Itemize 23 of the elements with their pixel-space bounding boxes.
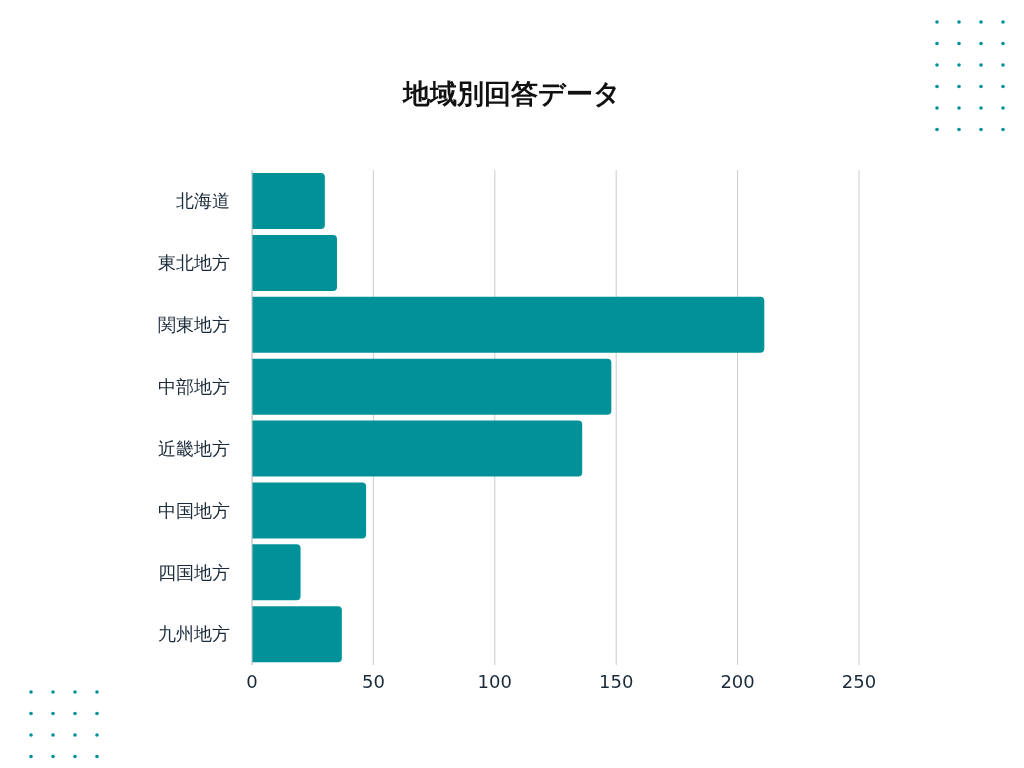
bar	[252, 173, 325, 229]
y-tick-label: 北海道	[176, 190, 230, 212]
bar	[252, 482, 367, 539]
bar	[252, 544, 301, 601]
bar	[252, 234, 337, 291]
x-tick-label: 50	[361, 670, 385, 692]
y-tick-label: 中部地方	[158, 375, 230, 397]
y-tick-label: 中国地方	[158, 499, 230, 521]
x-tick-label: 0	[246, 670, 258, 692]
y-tick-label: 東北地方	[158, 252, 230, 274]
x-tick-label: 200	[720, 670, 755, 692]
bar	[252, 358, 612, 415]
chart-title: 地域別回答データ	[401, 77, 622, 111]
y-tick-label: 関東地方	[158, 314, 230, 336]
bar	[252, 606, 342, 663]
x-tick-label: 250	[841, 670, 877, 692]
y-tick-label: 九州地方	[158, 623, 230, 645]
y-tick-label: 四国地方	[158, 561, 230, 583]
y-tick-label: 近畿地方	[158, 437, 230, 459]
x-tick-label: 150	[599, 670, 634, 692]
bar	[252, 296, 765, 353]
x-tick-label: 100	[477, 670, 512, 692]
bar	[252, 420, 583, 477]
